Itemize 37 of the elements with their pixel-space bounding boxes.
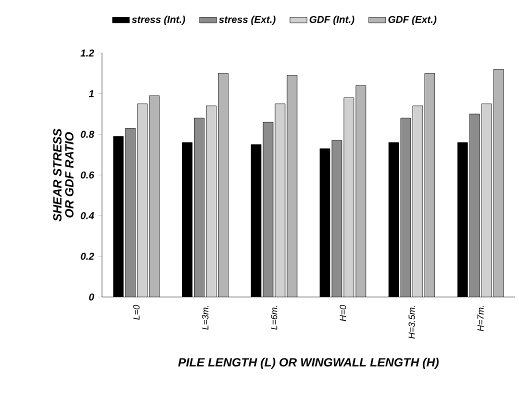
bar — [481, 104, 492, 297]
legend-label: GDF (Ext.) — [388, 16, 436, 25]
bar — [400, 118, 411, 297]
x-axis-title: PILE LENGTH (L) OR WINGWALL LENGTH (H) — [178, 358, 439, 369]
bar — [493, 69, 504, 297]
bar — [218, 73, 228, 297]
x-tick-label: H=7m. — [477, 306, 484, 332]
legend-label: stress (Int.) — [132, 16, 186, 25]
bar — [125, 128, 136, 297]
bar — [469, 114, 480, 297]
x-tick-label: L=3m. — [202, 306, 208, 330]
bar — [137, 104, 148, 297]
bar — [356, 86, 366, 297]
y-tick-label: 0.6 — [80, 171, 94, 179]
bar — [149, 96, 160, 297]
bar — [412, 106, 423, 297]
bar — [206, 106, 216, 297]
bar — [275, 104, 286, 297]
legend-label: GDF (Int.) — [310, 16, 354, 25]
y-tick-label: 0 — [89, 293, 94, 301]
bar — [194, 118, 204, 297]
legend-label: stress (Ext.) — [218, 16, 276, 25]
x-tick-label: H=3.5m. — [408, 306, 415, 339]
y-axis-title: SHEAR STRESS OR GDF RATIO — [53, 128, 74, 222]
y-tick-label: 0.8 — [80, 130, 94, 138]
y-tick-label: 0.2 — [80, 252, 94, 260]
y-tick-label: 0.4 — [80, 212, 94, 220]
x-tick-label: L=0 — [133, 304, 140, 320]
bar — [424, 73, 435, 297]
bar — [287, 75, 298, 297]
bar — [344, 98, 354, 297]
bar — [263, 122, 274, 297]
y-tick-label: 1.2 — [80, 50, 94, 56]
x-tick-label: L=6m. — [270, 306, 278, 330]
bar — [332, 140, 342, 297]
y-tick-label: 1 — [88, 90, 94, 98]
x-tick-label: H=0 — [340, 304, 346, 322]
